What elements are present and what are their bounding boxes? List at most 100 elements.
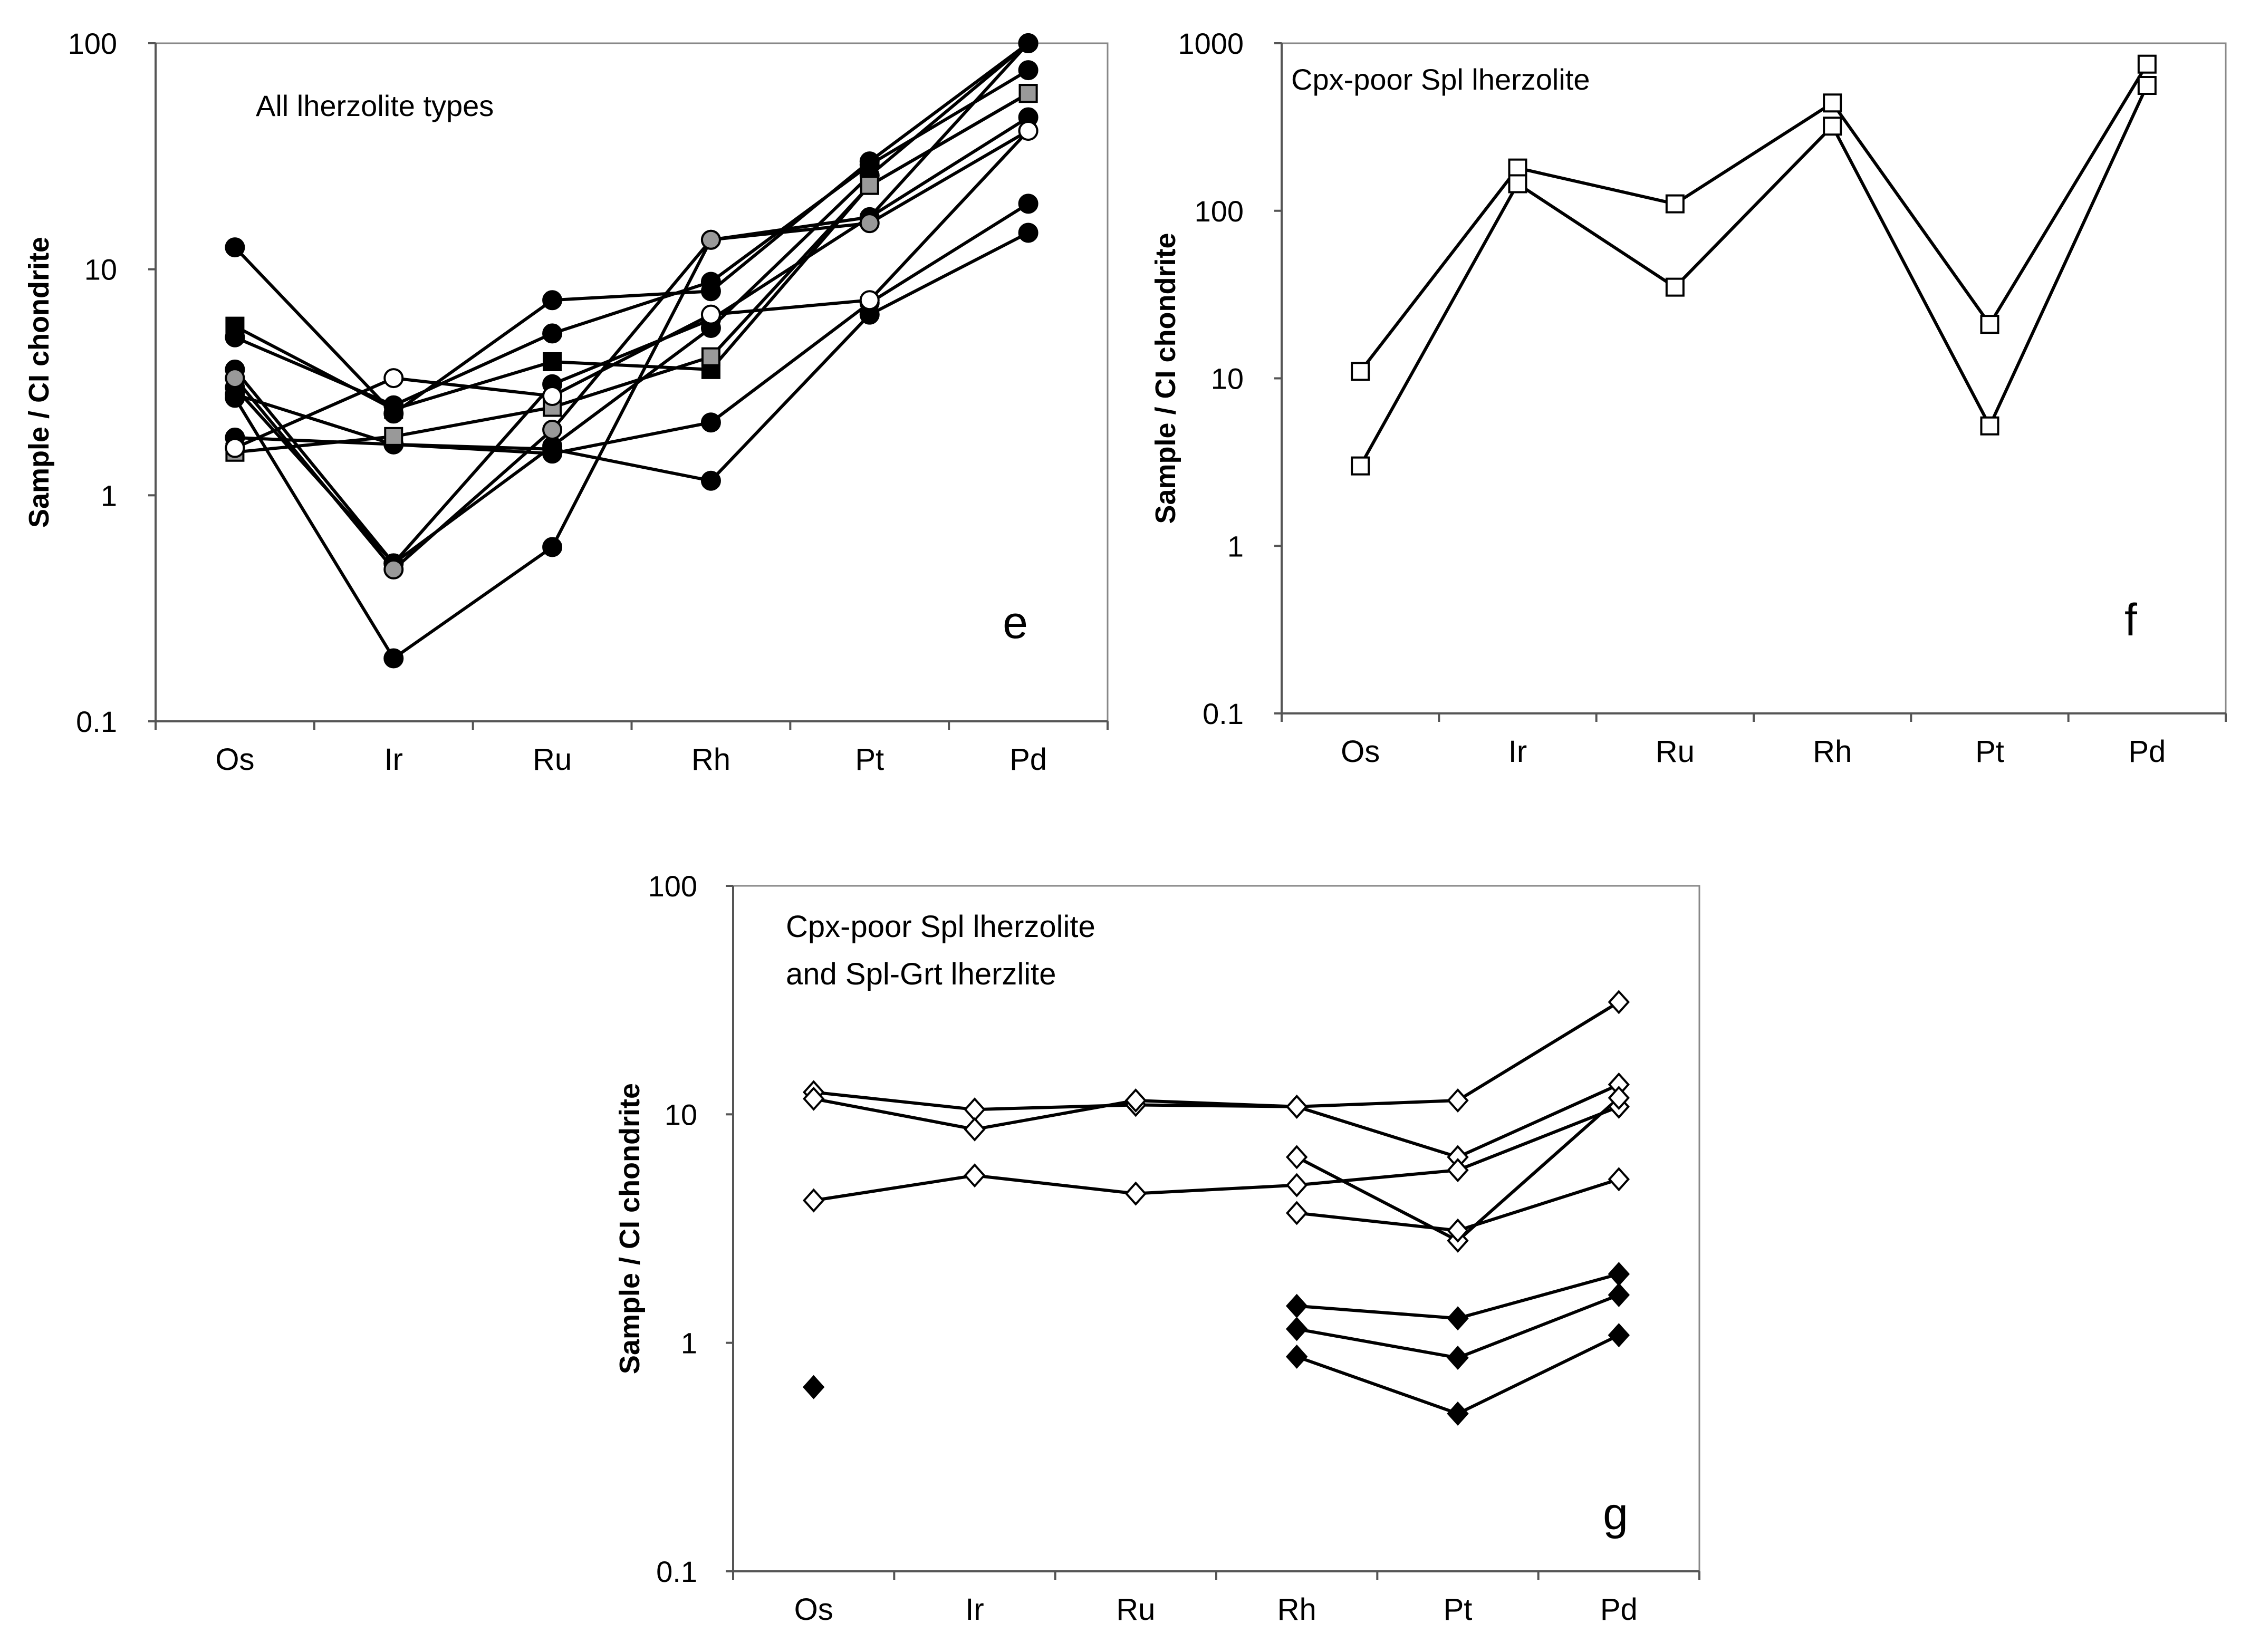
data-point-g5-Rh [1285,1201,1308,1225]
data-point-g2-Ir [964,1117,986,1142]
data-point-f1-Os [1351,362,1370,381]
data-point-g3-Pt [1447,1158,1469,1183]
x-tick-label: Ir [1508,735,1527,769]
y-tick-label: 1 [101,479,117,512]
x-tick-label: Pt [1975,735,2004,769]
data-point-e5-Ru [542,537,563,557]
data-point-e7-Ru [542,439,563,459]
data-point-e11-Ir [383,368,404,389]
data-point-g6-Pd [1608,1262,1630,1287]
panel-letter: e [1003,597,1028,648]
series-line-f1 [1359,63,2149,373]
x-tick-label: Os [1341,735,1380,769]
data-point-g4-Pd [1608,1086,1630,1110]
data-point-e9-Ru [543,352,562,371]
series-line-e7 [235,231,1029,482]
data-point-g7-Rh [1285,1317,1308,1341]
data-point-g8-Pd [1608,1323,1630,1348]
y-tick-label: 100 [1195,195,1244,228]
series-lines [1359,63,2149,467]
data-point-e1-Ru [542,290,563,311]
data-point-e10-Pt [860,176,879,195]
x-tick-label: Ru [1656,735,1695,769]
data-point-e11-Ru [542,386,563,407]
data-point-g3-Rh [1285,1173,1308,1197]
data-point-e8-Os [225,368,245,389]
data-point-e5-Ir [383,648,404,669]
x-tick-label: Ir [384,742,403,777]
y-tick-label: 10 [1211,362,1244,395]
x-tick-label: Pd [2128,735,2166,769]
series-line-e1 [234,42,1030,416]
data-point-f2-Ru [1665,277,1685,297]
data-point-e11-Rh [700,304,721,325]
data-point-g2-Rh [1285,1094,1308,1119]
data-point-g7-Pt [1447,1346,1469,1370]
data-point-g3-Ir [964,1163,986,1188]
y-tick-label: 1 [681,1327,697,1360]
panel-title: Cpx-poor Spl lherzolite [1291,63,1590,96]
data-point-e4-Pd [1018,33,1039,53]
data-point-e10-Rh [701,347,720,366]
data-point-f2-Ir [1508,174,1527,194]
data-point-e9-Ir [384,400,403,419]
series-markers [225,33,1039,669]
x-tick-label: Pt [855,742,884,777]
data-point-f2-Os [1351,456,1370,476]
x-tick-label: Rh [1813,735,1852,769]
panel-title: and Spl-Grt lherzlite [786,957,1056,991]
x-tick-label: Ru [533,742,572,777]
series-line-g1 [813,1000,1620,1112]
data-point-f2-Pd [2137,76,2157,95]
series-markers [1351,54,2157,476]
data-point-f1-Rh [1823,93,1842,113]
x-tick-label: Os [794,1592,833,1627]
y-axis-label: Sample / CI chondrite [614,1083,646,1374]
data-point-g6-Rh [1285,1293,1308,1318]
data-point-e8-Ir [383,559,404,579]
x-tick-label: Pd [1009,742,1047,777]
chart-panel-e: 0.1 1 10 100 Os Ir Ru Rh Pt Pd Sample / CI chondri… [23,27,1109,777]
data-point-g2-Ru [1124,1088,1147,1113]
chart-panel-f: 0.1 1 10 100 1000 Os Ir Ru Rh Pt Pd Sample / CI cho… [1150,27,2227,769]
y-tick-label: 0.1 [76,705,117,738]
x-tick-label: Rh [1277,1592,1316,1627]
series-line-g3 [813,1105,1620,1202]
series-line-e10 [235,92,1030,454]
series-line-f2 [1359,84,2149,467]
y-tick-label: 1000 [1178,27,1244,60]
data-point-e9-Os [225,316,245,336]
data-point-g5-Pt [1447,1218,1469,1243]
y-tick-label: 10 [665,1098,697,1131]
data-point-g7-Pd [1608,1282,1630,1307]
x-tick-label: Ru [1116,1592,1155,1627]
data-point-g8-Pt [1447,1401,1469,1426]
series-markers [802,990,1630,1426]
data-point-g1-Pt [1447,1088,1469,1113]
y-tick-label: 10 [84,253,117,286]
data-point-e7-Rh [700,470,721,491]
chart-panel-g: 0.1 1 10 100 Os Ir Ru Rh Pt Pd Sample / CI chondri… [614,870,1700,1627]
data-point-g3-Os [802,1188,825,1213]
series-lines [813,1000,1620,1415]
data-point-e11-Pt [859,290,880,311]
y-tick-label: 0.1 [656,1555,697,1588]
data-point-e11-Os [225,438,245,458]
panel-letter: g [1603,1489,1628,1539]
panel-title: All lherzolite types [256,89,494,122]
data-point-g8-Rh [1285,1344,1308,1369]
data-point-e8-Ru [542,420,563,440]
data-point-e8-Pt [859,213,880,234]
panel-letter: f [2124,595,2138,645]
y-axis-label: Sample / CI chondrite [23,237,55,528]
y-tick-label: 1 [1227,529,1244,563]
data-point-g2-Os [802,1086,825,1111]
data-point-f2-Rh [1823,117,1842,136]
data-point-e6-Rh [700,412,721,433]
data-point-f1-Pd [2137,54,2157,74]
x-tick-label: Pt [1444,1592,1473,1627]
data-point-g5-Pd [1608,1167,1630,1192]
series-line-e3 [234,42,1030,565]
